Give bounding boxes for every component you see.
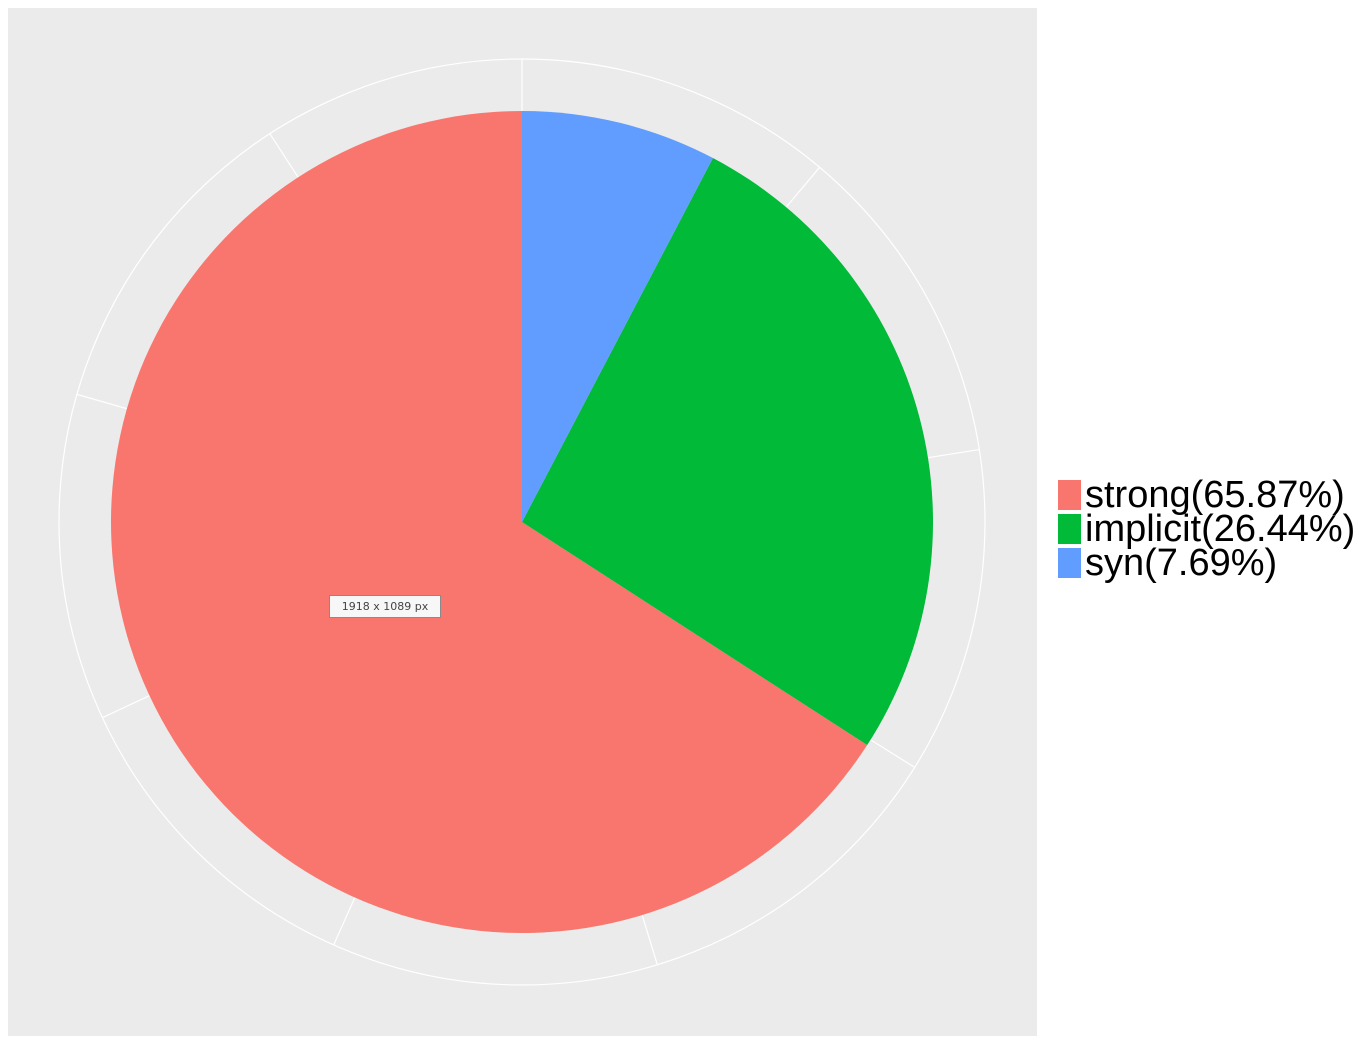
legend-item-implicit: implicit(26.44%): [1058, 508, 1356, 550]
grid-line: [102, 695, 150, 719]
legend-swatch-syn: [1058, 548, 1081, 578]
grid-line: [269, 133, 299, 178]
legend-label-syn: syn(7.69%): [1085, 542, 1278, 584]
legend-label-strong: strong(65.87%): [1085, 474, 1345, 516]
grid-line: [785, 166, 821, 208]
pie-slice-strong: [110, 111, 868, 933]
image-size-tooltip: 1918 x 1089 px: [329, 595, 441, 618]
slice-layer: [110, 111, 933, 933]
pie-slice-implicit: [522, 158, 933, 746]
legend-label-implicit: implicit(26.44%): [1085, 508, 1356, 550]
tooltip-text: 1918 x 1089 px: [341, 600, 429, 613]
grid-line: [333, 897, 356, 946]
grid-line: [76, 393, 128, 410]
pie-slice-syn: [522, 111, 713, 522]
legend: strong(65.87%) implicit(26.44%) syn(7.69…: [1058, 474, 1356, 584]
legend-item-syn: syn(7.69%): [1058, 542, 1355, 584]
grid-line: [927, 448, 980, 459]
legend-swatch-strong: [1058, 480, 1081, 510]
legend-item-strong: strong(65.87%): [1058, 474, 1355, 516]
grid-line: [641, 914, 658, 965]
legend-swatch-implicit: [1058, 514, 1081, 544]
grid-layer: [58, 58, 986, 986]
grid-line: [870, 739, 915, 768]
